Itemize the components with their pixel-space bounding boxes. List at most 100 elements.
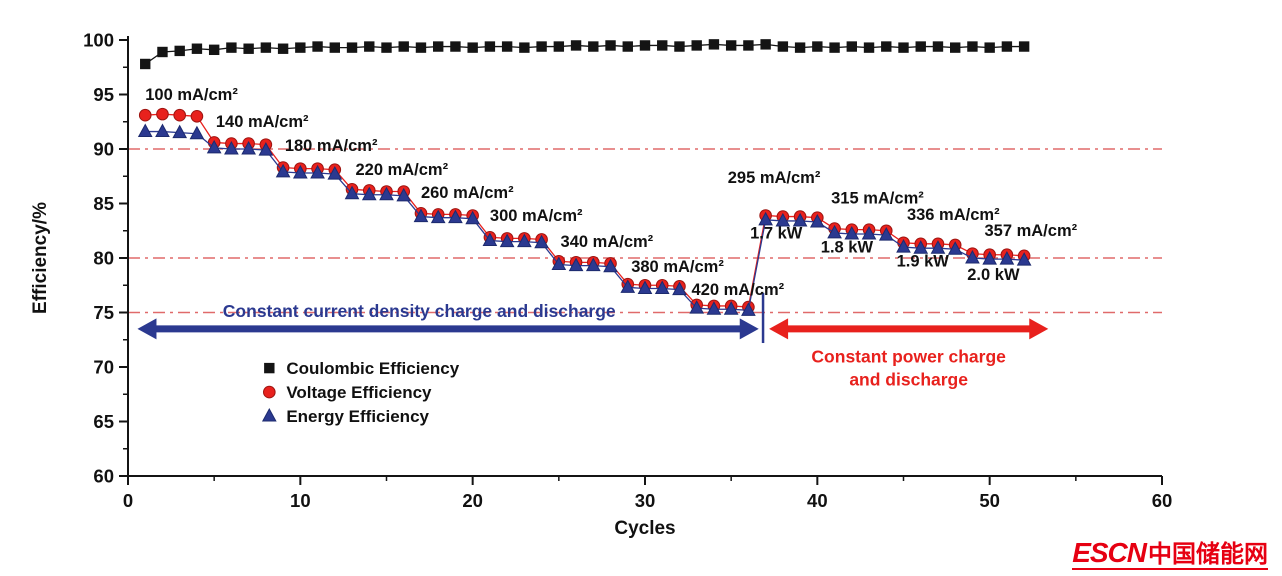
data-point-triangle — [499, 233, 515, 248]
data-point-square — [570, 40, 582, 51]
data-point-square — [243, 43, 254, 54]
y-tick-label: 95 — [93, 84, 114, 105]
data-point-square — [1018, 41, 1030, 52]
data-point-triangle — [224, 140, 239, 155]
data-point-triangle — [379, 186, 394, 201]
data-point-square — [157, 46, 168, 58]
x-tick-label: 30 — [635, 490, 656, 511]
data-point-square — [950, 42, 961, 53]
legend-item-coulombic-efficiency: Coulombic Efficiency — [264, 359, 460, 378]
annotation-label: 315 mA/cm² — [831, 190, 924, 208]
region-arrowhead-right — [1029, 318, 1049, 340]
annotations: 100 mA/cm² 140 mA/cm² 180 mA/cm² 220 mA/cm²… — [145, 86, 1077, 299]
data-point-square — [329, 42, 340, 53]
data-point-triangle — [551, 256, 567, 271]
data-point-triangle — [878, 227, 894, 241]
x-tick-label: 50 — [979, 490, 1000, 511]
annotation-label: 380 mA/cm² — [631, 258, 724, 276]
data-point-square — [364, 41, 375, 52]
data-point-triangle — [758, 211, 773, 226]
legend-item-energy-efficiency: Energy Efficiency — [261, 407, 430, 426]
data-point-square — [794, 42, 806, 53]
data-point-triangle — [189, 125, 205, 140]
region-label: Constant power charge — [811, 347, 1006, 367]
data-point-square — [536, 41, 547, 52]
watermark-logo: ESCN中国储能网 — [1072, 539, 1268, 570]
data-point-square — [501, 41, 513, 52]
legend-label: Coulombic Efficiency — [286, 359, 459, 378]
y-tick-label: 90 — [93, 139, 114, 160]
annotation-label: 420 mA/cm² — [692, 281, 785, 299]
data-point-square — [450, 41, 461, 52]
annotation-label: 300 mA/cm² — [490, 207, 583, 225]
legend-marker-triangle — [261, 408, 277, 422]
data-point-triangle — [844, 225, 860, 240]
data-point-triangle — [672, 281, 687, 296]
data-point-triangle — [534, 234, 549, 249]
region-constant-power: Constant power charge and discharge — [769, 318, 1049, 390]
data-point-square — [812, 41, 823, 52]
data-point-triangle — [517, 233, 532, 248]
data-point-triangle — [913, 240, 929, 254]
data-point-square — [415, 42, 427, 53]
legend: Coulombic Efficiency Voltage Efficiency En… — [261, 359, 460, 426]
annotation-label: 340 mA/cm² — [561, 233, 654, 251]
data-point-square — [863, 42, 875, 53]
series-line — [145, 130, 1025, 312]
data-point-triangle — [982, 251, 998, 265]
data-point-square — [674, 41, 685, 52]
data-point-triangle — [430, 209, 446, 224]
data-point-triangle — [327, 166, 343, 180]
data-point-square — [605, 40, 616, 51]
data-point-square — [657, 40, 668, 51]
data-point-triangle — [947, 241, 963, 255]
x-axis-title: Cycles — [614, 518, 675, 539]
watermark-cn-text: 中国储能网 — [1148, 541, 1268, 568]
data-point-circle — [190, 110, 204, 123]
annotation-label: 295 mA/cm² — [728, 169, 821, 187]
annotation-label: 140 mA/cm² — [216, 113, 309, 131]
data-point-square — [467, 42, 478, 53]
data-point-triangle — [999, 251, 1015, 265]
annotation-label: 2.0 kW — [967, 266, 1020, 284]
data-point-triangle — [603, 258, 618, 273]
data-point-triangle — [292, 164, 308, 179]
data-point-square — [484, 41, 496, 52]
legend-label: Voltage Efficiency — [286, 383, 432, 402]
data-point-triangle — [620, 279, 636, 293]
annotation-label: 1.8 kW — [821, 239, 874, 257]
y-tick-label: 100 — [83, 30, 114, 51]
data-point-square — [708, 39, 720, 50]
region-label: Constant current density charge and disc… — [223, 301, 616, 321]
data-point-square — [984, 42, 995, 53]
series-voltage-efficiency — [138, 107, 1031, 314]
y-tick-label: 60 — [93, 466, 114, 487]
data-point-triangle — [448, 209, 463, 224]
data-point-square — [881, 41, 892, 52]
data-point-circle — [156, 107, 169, 121]
data-point-square — [277, 43, 289, 54]
y-tick-label: 65 — [93, 411, 114, 432]
data-point-square — [519, 42, 530, 53]
region-label: and discharge — [849, 370, 968, 390]
data-point-square — [433, 41, 444, 52]
data-point-triangle — [585, 257, 601, 272]
data-point-square — [932, 41, 944, 52]
x-tick-label: 60 — [1152, 490, 1173, 511]
data-point-triangle — [741, 302, 756, 316]
data-point-square — [743, 40, 754, 51]
data-point-triangle — [413, 208, 429, 223]
data-point-triangle — [361, 186, 377, 201]
data-point-square — [725, 40, 737, 51]
data-point-square — [691, 40, 702, 51]
data-point-triangle — [689, 300, 705, 314]
y-tick-label: 80 — [93, 248, 114, 269]
data-point-square — [1001, 41, 1013, 52]
data-point-triangle — [172, 124, 188, 139]
region-arrowhead-right — [739, 318, 759, 340]
data-point-circle — [138, 108, 152, 122]
legend-item-voltage-efficiency: Voltage Efficiency — [263, 383, 432, 402]
series-line — [145, 113, 1025, 308]
data-point-square — [295, 42, 306, 53]
